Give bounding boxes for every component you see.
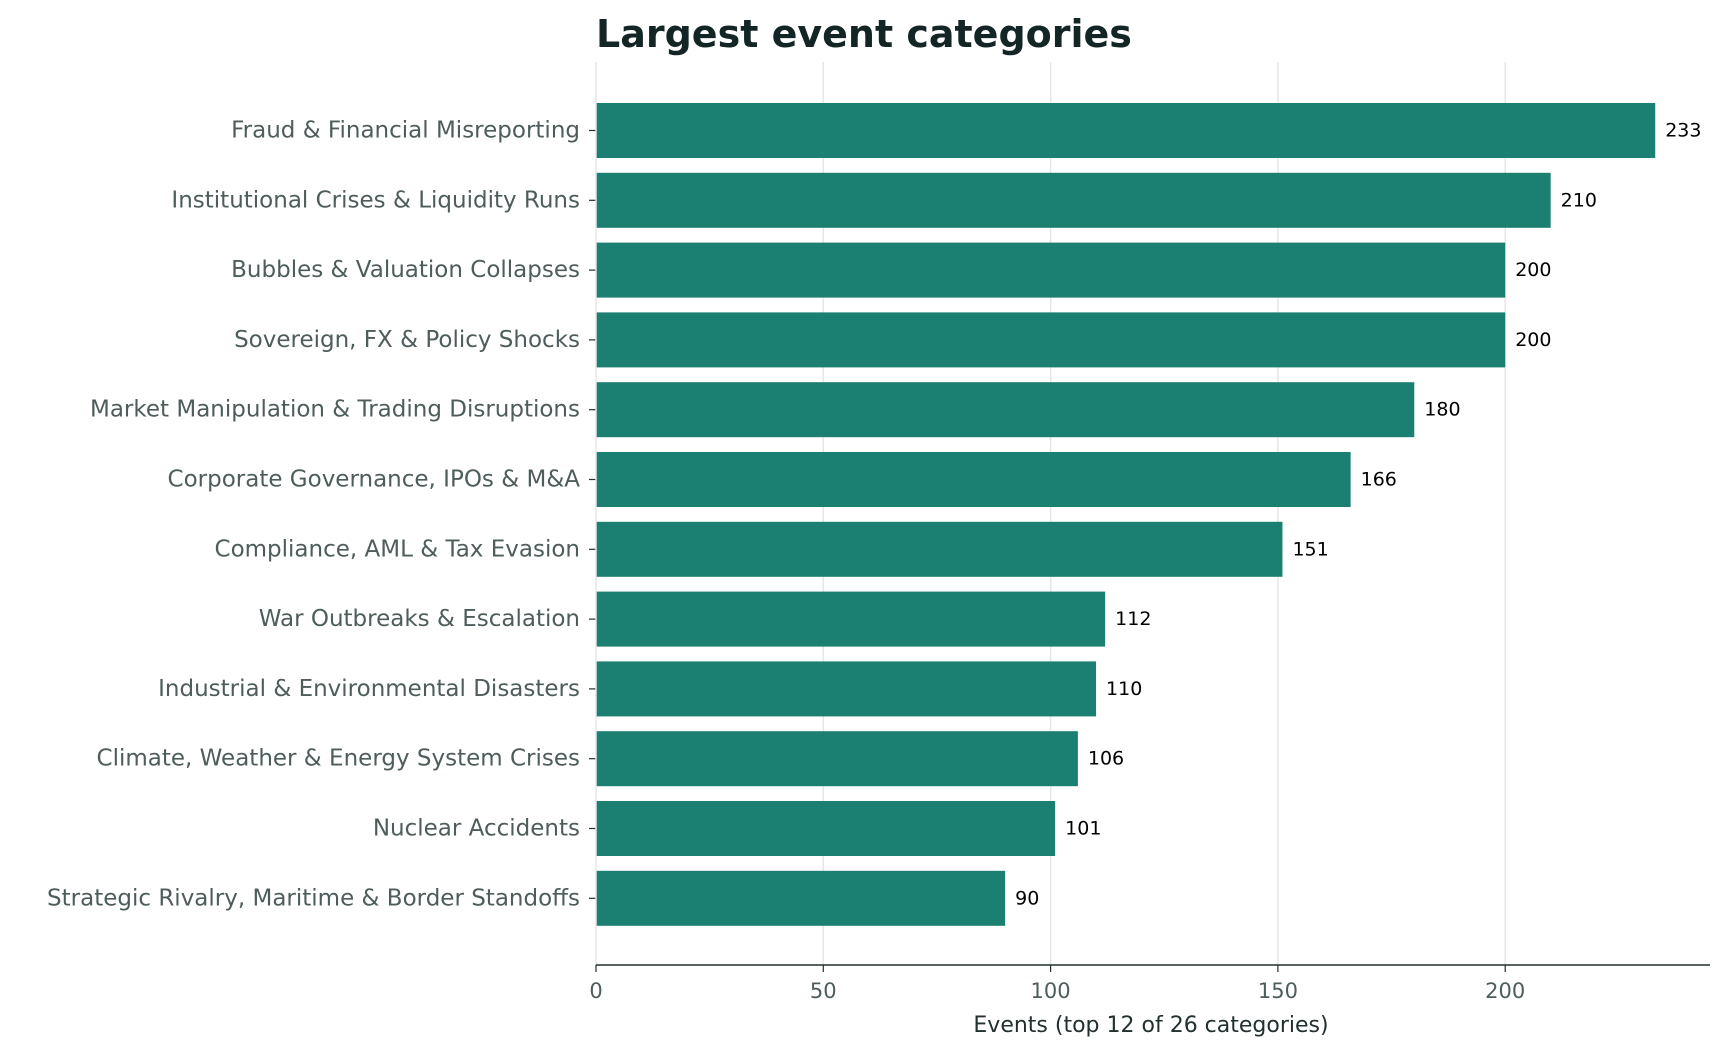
category-label: Compliance, AML & Tax Evasion <box>215 536 580 562</box>
category-label: Nuclear Accidents <box>373 816 580 842</box>
x-tick-label: 150 <box>1258 979 1298 1003</box>
category-label: Climate, Weather & Energy System Crises <box>97 746 580 772</box>
bar <box>596 172 1551 228</box>
bars <box>596 103 1656 926</box>
x-axis: 0 50 100 150 200 <box>589 62 1710 1003</box>
bar <box>596 521 1283 577</box>
bar <box>596 103 1656 158</box>
bar <box>596 731 1078 787</box>
bar <box>596 452 1351 507</box>
category-label: Industrial & Environmental Disasters <box>158 676 580 702</box>
value-label: 180 <box>1424 399 1460 421</box>
category-label: War Outbreaks & Escalation <box>259 606 580 632</box>
value-label: 112 <box>1115 608 1151 630</box>
value-label: 110 <box>1106 678 1142 700</box>
x-tick-label: 100 <box>1031 979 1071 1003</box>
value-label: 101 <box>1065 818 1101 840</box>
category-label: Sovereign, FX & Policy Shocks <box>234 327 580 353</box>
value-label: 106 <box>1088 748 1124 770</box>
x-tick-label: 200 <box>1485 979 1525 1003</box>
category-label: Institutional Crises & Liquidity Runs <box>171 187 580 213</box>
value-label: 151 <box>1292 538 1328 560</box>
chart-title: Largest event categories <box>596 12 1132 56</box>
category-labels: Fraud & Financial Misreporting Institutio… <box>47 118 580 912</box>
x-axis-title: Events (top 12 of 26 categories) <box>973 1013 1328 1038</box>
bar <box>596 801 1056 856</box>
value-label: 90 <box>1015 887 1039 909</box>
value-labels: 233 210 200 200 180 166 151 112 110 106 101 90 <box>1015 120 1701 910</box>
bar <box>596 661 1097 717</box>
category-label: Corporate Governance, IPOs & M&A <box>168 467 581 493</box>
value-label: 200 <box>1515 329 1551 351</box>
bar <box>596 591 1106 647</box>
bar <box>596 382 1415 438</box>
value-label: 200 <box>1515 259 1551 281</box>
value-label: 233 <box>1665 120 1701 142</box>
category-label: Strategic Rivalry, Maritime & Border Sta… <box>47 885 580 911</box>
bar <box>596 242 1506 298</box>
category-label: Market Manipulation & Trading Disruption… <box>90 397 580 423</box>
x-tick-label: 0 <box>589 979 602 1003</box>
bar <box>596 870 1006 926</box>
bar <box>596 312 1506 368</box>
value-label: 166 <box>1361 469 1397 491</box>
category-label: Bubbles & Valuation Collapses <box>231 257 580 283</box>
x-tick-label: 50 <box>810 979 837 1003</box>
category-label: Fraud & Financial Misreporting <box>231 118 580 144</box>
value-label: 210 <box>1561 189 1597 211</box>
